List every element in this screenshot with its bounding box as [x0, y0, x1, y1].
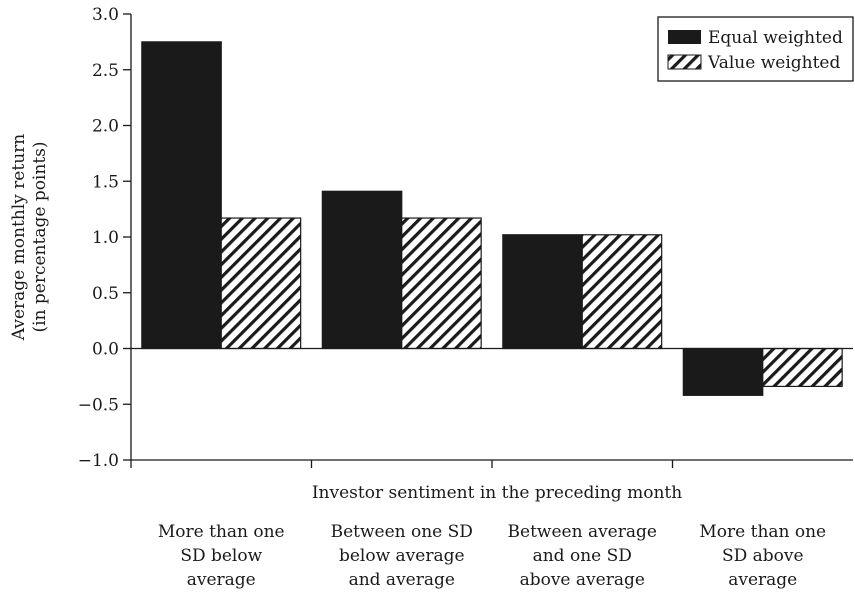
y-tick-label: −0.5: [78, 395, 119, 415]
category-label: Between average: [508, 522, 657, 542]
category-label: More than one: [158, 522, 285, 542]
y-axis-title-line-2: (in percentage points): [30, 141, 50, 332]
legend-swatch-value-weighted: [667, 54, 702, 70]
y-tick-label: 1.5: [92, 172, 119, 192]
bar-equal-weighted: [682, 347, 764, 396]
y-tick-label: 2.5: [92, 61, 119, 81]
category-label: below average: [339, 546, 465, 566]
y-tick-label: 2.0: [92, 117, 119, 137]
bar-equal-weighted: [502, 234, 583, 350]
y-tick-label: 1.0: [92, 228, 119, 248]
y-axis-title-line-1: Average monthly return: [9, 134, 29, 341]
x-axis-title: Investor sentiment in the preceding mont…: [312, 483, 682, 503]
bar-value-weighted: [220, 217, 302, 350]
y-tick-label: 3.0: [92, 5, 119, 25]
bar-equal-weighted: [141, 41, 222, 350]
bar-value-weighted: [762, 347, 843, 388]
y-tick-label: 0.0: [92, 340, 119, 360]
category-label: More than one: [699, 522, 826, 542]
legend-box: [657, 16, 854, 82]
category-label: and one SD: [533, 546, 632, 566]
category-label: SD above: [722, 546, 804, 566]
category-label: above average: [520, 570, 645, 590]
bar-equal-weighted: [321, 190, 403, 350]
bar-value-weighted: [401, 217, 482, 350]
legend-swatch-equal-weighted: [668, 30, 701, 44]
bar-value-weighted: [581, 234, 663, 350]
legend: Equal weighted Value weighted: [657, 16, 854, 82]
legend-label-equal-weighted: Equal weighted: [708, 28, 843, 48]
category-label: average: [728, 570, 797, 590]
category-labels: More than one SD below average Between one …: [158, 522, 826, 590]
category-label: and average: [349, 570, 455, 590]
y-tick-label: −1.0: [78, 451, 119, 471]
category-label: SD below: [180, 546, 262, 566]
y-axis-ticks: 3.0 2.5 2.0 1.5 1.0 0.5 0.0 −0.5 −1.0: [78, 5, 131, 471]
y-axis-title: Average monthly return (in percentage po…: [9, 134, 50, 341]
bars: [141, 41, 843, 396]
y-tick-label: 0.5: [92, 284, 119, 304]
x-axis-ticks: [130, 460, 674, 468]
category-label: Between one SD: [331, 522, 473, 542]
category-label: average: [187, 570, 256, 590]
legend-label-value-weighted: Value weighted: [707, 53, 840, 73]
